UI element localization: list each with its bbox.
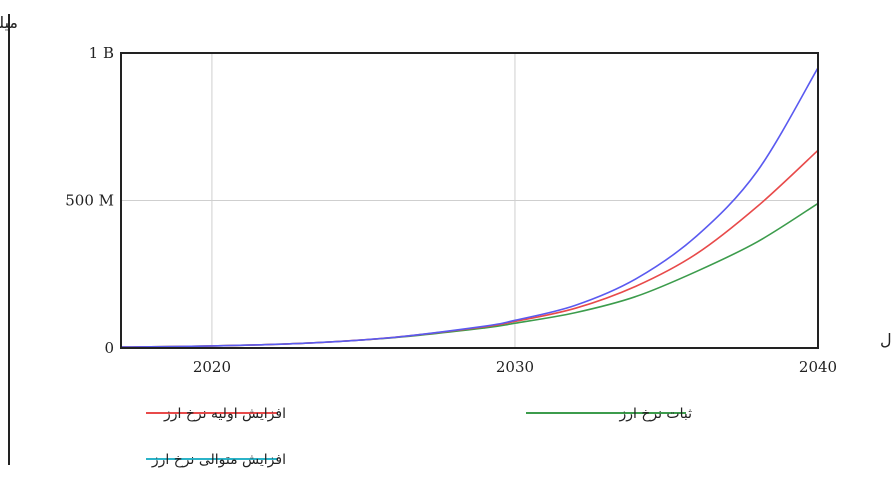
x-axis-unit-label: سال bbox=[880, 330, 893, 349]
series-line-2 bbox=[120, 67, 819, 348]
x-tick-label-2030: 2030 bbox=[496, 358, 534, 376]
y-axis-unit-label: میلیارد ریال bbox=[0, 13, 18, 33]
legend-label-initial-rise: افزایش اولیه نرخ ارز bbox=[163, 406, 286, 422]
legend-label-continuous-rise: افزایش متوالی نرخ ارز bbox=[151, 452, 286, 468]
y-tick-label-1: 500 M bbox=[65, 192, 114, 210]
x-tick-labels: 2020 2030 2040 bbox=[193, 358, 837, 376]
series-line-0 bbox=[120, 149, 819, 348]
legend: افزایش اولیه نرخ ارز ثبات نرخ ارز افزایش… bbox=[146, 406, 692, 468]
x-tick-label-2020: 2020 bbox=[193, 358, 231, 376]
series-line-1 bbox=[120, 202, 819, 348]
y-tick-labels: 0 500 M 1 B bbox=[65, 44, 114, 357]
y-tick-label-2: 1 B bbox=[89, 44, 114, 62]
gridlines bbox=[121, 53, 818, 348]
series-lines bbox=[120, 67, 819, 348]
plot-area-frame bbox=[120, 52, 819, 349]
x-tick-label-2040: 2040 bbox=[799, 358, 837, 376]
y-tick-label-0: 0 bbox=[104, 339, 114, 357]
legend-label-stable-rate: ثبات نرخ ارز bbox=[618, 406, 692, 422]
